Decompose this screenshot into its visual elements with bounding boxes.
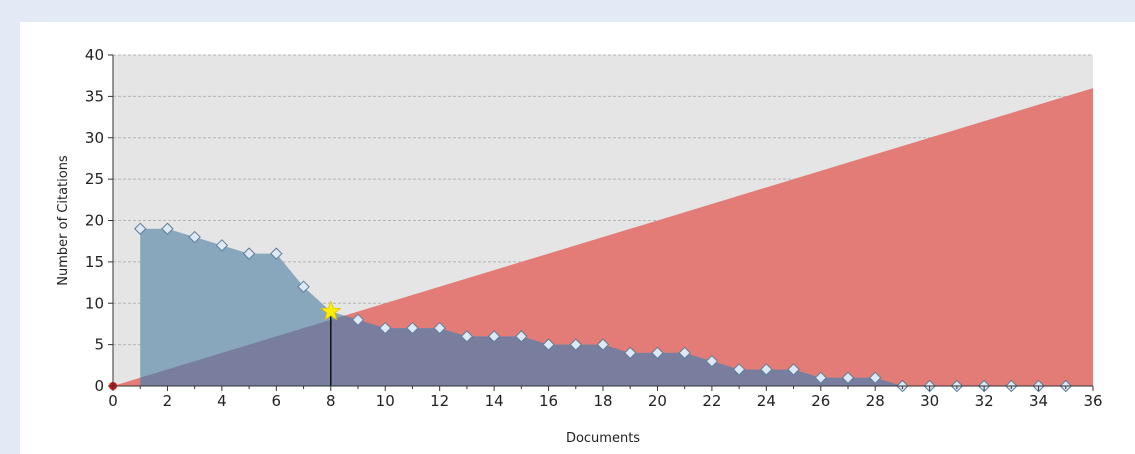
x-tick-label: 0 xyxy=(108,392,118,410)
citation-marker xyxy=(215,239,229,252)
citation-marker xyxy=(760,363,773,376)
citation-marker xyxy=(161,222,174,235)
x-tick-label: 18 xyxy=(593,392,612,410)
x-tick-label: 8 xyxy=(326,392,336,410)
identity-area xyxy=(113,88,1093,386)
x-tick-label: 6 xyxy=(272,392,282,410)
citation-marker xyxy=(515,330,528,343)
citation-marker xyxy=(134,222,147,235)
citation-marker xyxy=(624,346,637,360)
x-tick-label: 34 xyxy=(1029,392,1048,410)
x-tick-label: 14 xyxy=(485,392,504,410)
x-tick-label: 2 xyxy=(163,392,173,410)
y-tick-label: 40 xyxy=(85,46,104,64)
x-tick-label: 30 xyxy=(920,392,939,410)
y-tick-label: 10 xyxy=(85,294,104,312)
x-tick-label: 16 xyxy=(539,392,558,410)
x-tick-label: 4 xyxy=(217,392,227,410)
citation-marker xyxy=(596,338,610,351)
h-index-star-marker xyxy=(320,300,342,321)
citation-marker xyxy=(379,321,392,335)
y-axis-ticks: 0 5 10 15 20 25 30 35 40 xyxy=(85,46,113,395)
citation-marker xyxy=(841,371,855,384)
x-tick-label: 12 xyxy=(430,392,449,410)
x-tick-label: 26 xyxy=(811,392,830,410)
citation-marker xyxy=(678,346,691,360)
citation-marker xyxy=(351,313,365,327)
x-axis-title: Documents xyxy=(566,431,640,446)
x-tick-label: 28 xyxy=(866,392,885,410)
x-tick-label: 22 xyxy=(702,392,721,410)
citation-marker xyxy=(814,371,827,384)
y-tick-label: 15 xyxy=(85,253,104,271)
y-axis-title: Number of Citations xyxy=(56,155,71,286)
y-tick-label: 30 xyxy=(85,129,104,147)
citation-marker xyxy=(787,363,800,376)
y-tick-label: 20 xyxy=(85,212,104,230)
y-tick-label: 35 xyxy=(85,87,104,105)
citation-marker xyxy=(242,247,256,260)
citation-marker xyxy=(487,330,501,343)
x-tick-label: 10 xyxy=(376,392,395,410)
y-tick-label: 25 xyxy=(85,170,104,188)
citation-marker xyxy=(406,321,419,335)
citation-marker xyxy=(188,230,201,244)
citation-marker xyxy=(732,363,746,376)
x-tick-label: 24 xyxy=(757,392,776,410)
citation-marker xyxy=(433,321,446,335)
x-axis-ticks: 0 2 4 6 8 10 12 14 16 18 20 22 24 26 28 30 32 34 36 xyxy=(108,386,1103,410)
citation-marker xyxy=(270,247,283,260)
citation-marker xyxy=(460,330,474,343)
citation-marker xyxy=(705,354,719,368)
y-tick-label: 5 xyxy=(94,336,104,354)
citation-marker xyxy=(569,338,582,351)
x-tick-label: 36 xyxy=(1083,392,1102,410)
citation-marker xyxy=(869,371,882,384)
citation-marker xyxy=(651,346,664,360)
y-tick-label: 0 xyxy=(94,377,104,395)
x-tick-label: 20 xyxy=(648,392,667,410)
x-tick-label: 32 xyxy=(975,392,994,410)
citation-marker xyxy=(542,338,555,351)
citation-marker xyxy=(297,280,310,293)
citation-markers xyxy=(109,222,1072,393)
